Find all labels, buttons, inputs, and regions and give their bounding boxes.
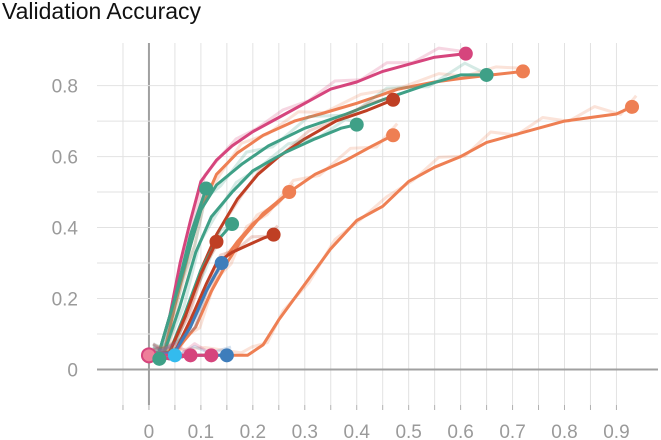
series-line-raw — [152, 118, 362, 357]
series-line — [147, 261, 224, 357]
series-end-marker — [515, 64, 530, 79]
grid-lines — [97, 43, 658, 410]
x-tick-label: 0.4 — [344, 422, 371, 440]
x-tick-label: 0.9 — [603, 422, 629, 440]
series-line — [147, 105, 634, 357]
series-end-marker — [219, 348, 234, 363]
x-tick-label: 0 — [144, 422, 155, 440]
series-end-marker — [625, 99, 640, 114]
x-tick-label: 0.6 — [447, 422, 473, 440]
series-end-marker — [214, 256, 229, 271]
series-end-marker — [183, 348, 198, 363]
series-end-marker — [282, 185, 297, 200]
y-tick-label: 0.8 — [52, 77, 78, 98]
series-end-marker — [479, 67, 494, 82]
series-line — [147, 52, 468, 357]
chart-title: Validation Accuracy — [2, 0, 202, 24]
y-tick-label: 0 — [67, 361, 78, 382]
series-end-marker — [167, 348, 182, 363]
series-end-marker — [386, 92, 401, 107]
x-tick-label: 0.7 — [499, 422, 525, 440]
y-tick-label: 0.2 — [52, 290, 78, 311]
series-line — [147, 123, 359, 357]
series-end-marker — [458, 46, 473, 61]
series-end-marker — [266, 227, 281, 242]
y-tick-label: 0.4 — [52, 219, 79, 240]
series-line-raw — [152, 342, 217, 362]
series-end-marker — [152, 351, 167, 366]
series-line-raw — [152, 65, 528, 354]
x-tick-label: 0.8 — [551, 422, 577, 440]
series-end-marker — [349, 117, 364, 132]
series-end-marker — [209, 234, 224, 249]
series-end-marker — [386, 128, 401, 143]
y-tick-label: 0.6 — [52, 148, 78, 169]
series-end-marker — [204, 348, 219, 363]
series-end-marker — [225, 217, 240, 231]
series-end-marker — [199, 181, 214, 196]
series-line-raw — [152, 344, 232, 359]
series-group — [140, 46, 640, 366]
x-tick-label: 0.5 — [395, 422, 421, 440]
x-tick-label: 0.1 — [188, 422, 214, 440]
tick-labels: 0 0.1 0.2 0.3 0.4 0.5 0.6 0.7 0.8 0.9 0 0.2 0.4 0.6 0.… — [52, 77, 630, 440]
x-tick-label: 0.3 — [292, 422, 318, 440]
x-tick-label: 0.2 — [240, 422, 266, 440]
